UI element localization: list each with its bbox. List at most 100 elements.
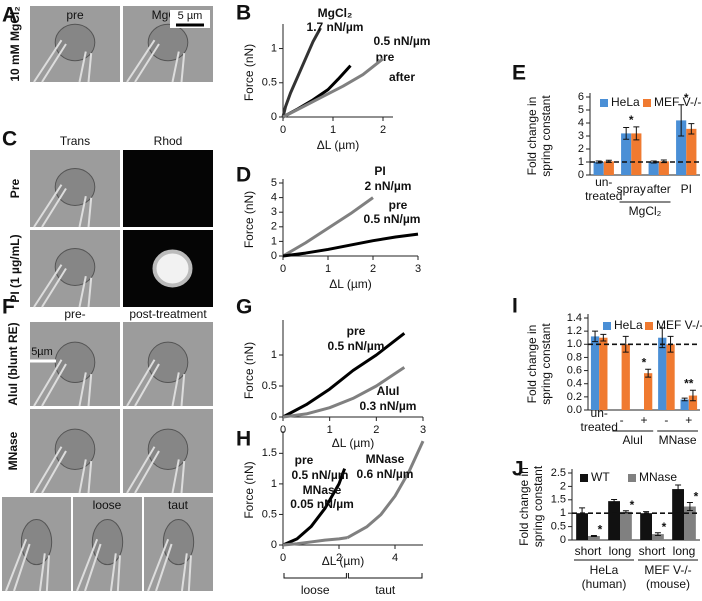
error-bar: [675, 484, 682, 494]
significance: *: [630, 498, 635, 512]
pipette: [126, 359, 186, 407]
row-label: 10 mM MgCl₂: [8, 6, 22, 81]
y-tick-label: 1: [271, 478, 277, 490]
y-axis-label: Force (nN): [242, 191, 256, 248]
bar: [676, 120, 687, 175]
legend-swatch: [645, 322, 653, 330]
bar: [648, 162, 659, 175]
x-axis-label: ΔL (µm): [322, 554, 364, 568]
y-tick-label: 2: [560, 480, 566, 492]
row-label: AluI (blunt RE): [6, 322, 20, 405]
y-tick-label: 0.5: [262, 380, 277, 392]
bar: [658, 161, 669, 175]
series-name: pre: [347, 324, 366, 338]
panel-letter: A: [2, 4, 17, 27]
x-tick-label: 3: [420, 424, 426, 436]
x-tick-label: 1: [327, 424, 333, 436]
y-tick-label: 1.2: [567, 325, 582, 337]
force-curve: [282, 64, 352, 119]
y-tick-label: 5: [271, 177, 277, 189]
bar: [593, 162, 604, 175]
legend-swatch: [603, 322, 611, 330]
y-tick-label: 4: [271, 192, 277, 204]
y-tick-label: 1: [271, 349, 277, 361]
fluorescence: [152, 249, 193, 288]
force-curve: [282, 196, 374, 258]
y-tick-label: 1.4: [567, 312, 582, 324]
y-tick-label: 1: [560, 507, 566, 519]
y-tick-label: 0: [271, 411, 277, 423]
y-tick-label: 0.5: [262, 77, 277, 89]
bar: [603, 161, 614, 175]
x-tick-label: 0: [280, 263, 286, 275]
force-curve: [282, 232, 419, 258]
error-bar: [689, 389, 696, 402]
significance: *: [662, 520, 667, 534]
legend-label: WT: [591, 470, 610, 484]
row-label: PI (1 µg/mL): [8, 234, 22, 302]
significance: *: [629, 113, 634, 127]
legend-swatch: [628, 474, 636, 482]
error-bar: [622, 335, 629, 353]
y-tick-label: 1: [578, 156, 584, 168]
bar: [680, 399, 689, 410]
slope-label: 0.6 nN/µm: [357, 467, 414, 481]
x-tick-label: 2: [373, 424, 379, 436]
significance: *: [694, 490, 699, 504]
legend-label: MNase: [639, 470, 677, 484]
pipette: [76, 538, 121, 592]
bar: [640, 513, 652, 540]
y-tick-label: 1: [271, 235, 277, 247]
panel-letter: I: [512, 295, 518, 318]
series-name: PI: [374, 164, 385, 178]
category-label: +: [685, 413, 692, 427]
column-label: pre: [66, 8, 84, 22]
slope-label: 2 nN/µm: [365, 179, 412, 193]
bar: [658, 337, 667, 410]
force-curve: [282, 536, 348, 547]
category-label: -: [664, 413, 668, 427]
y-axis-label: Force (nN): [242, 44, 256, 101]
column-label: post-treatment: [129, 307, 207, 321]
category-label: after: [647, 182, 671, 196]
micrograph: [123, 150, 213, 227]
force-curve: [282, 468, 347, 547]
y-tick-label: 0.0: [567, 404, 582, 416]
pipette: [5, 538, 50, 592]
legend-swatch: [600, 99, 608, 107]
y-tick-label: 2: [271, 221, 277, 233]
x-tick-label: 0: [280, 552, 286, 564]
y-tick-label: 5: [578, 104, 584, 116]
legend-label: MEF V-/-: [654, 95, 701, 109]
y-tick-label: 4: [578, 117, 584, 129]
y-tick-label: 0: [271, 539, 277, 551]
category-label: -: [620, 413, 624, 427]
pipette: [33, 446, 93, 494]
region-label: loose: [301, 583, 330, 597]
category-label: short: [639, 544, 666, 558]
x-tick-label: 0: [280, 124, 286, 136]
error-bar: [650, 160, 657, 164]
pipette: [147, 538, 192, 592]
panel-letter: F: [2, 296, 15, 319]
y-tick-label: 0.5: [262, 508, 277, 520]
panel-letter: E: [512, 62, 526, 85]
error-bar: [688, 123, 695, 135]
category-label: long: [609, 544, 632, 558]
error-bar: [645, 368, 652, 378]
force-curve: [282, 366, 406, 419]
y-tick-label: 0.8: [567, 351, 582, 363]
force-curve: [282, 332, 406, 419]
bar: [599, 337, 608, 410]
error-bar: [611, 499, 618, 504]
error-bar: [600, 333, 607, 342]
force-curve: [282, 57, 384, 119]
x-tick-label: 2: [336, 552, 342, 564]
slope-label: 0.5 nN/µm: [292, 468, 349, 482]
significance: *: [598, 523, 603, 537]
panel-letter: H: [236, 428, 251, 451]
y-axis-label: Force (nN): [242, 461, 256, 518]
group-label: MEF V-/-(mouse): [644, 563, 691, 591]
error-bar: [654, 532, 661, 536]
